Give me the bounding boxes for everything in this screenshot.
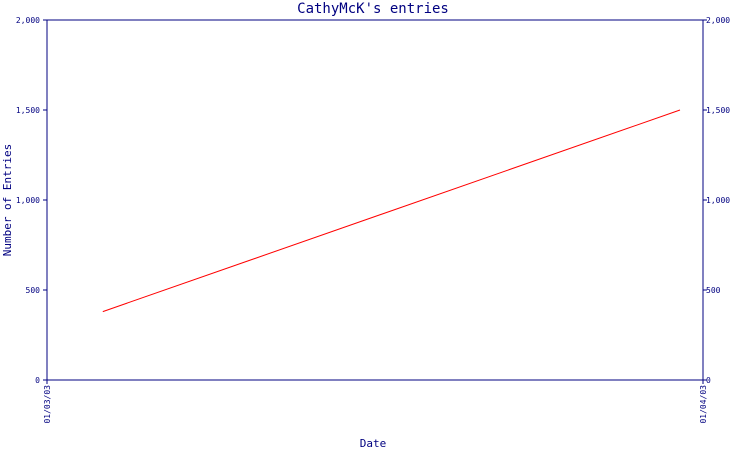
y-tick-label-right: 0	[706, 376, 711, 385]
y-tick-label-left: 500	[26, 286, 41, 295]
chart-title: CathyMcK's entries	[297, 1, 449, 17]
x-axis-ticks: 01/03/03 01/04/03	[43, 380, 708, 424]
x-axis-label: Date	[360, 437, 387, 450]
left-y-axis-ticks: 0 500 1,000 1,500 2,000	[16, 16, 47, 385]
y-tick-label-right: 500	[706, 286, 721, 295]
y-tick-label-left: 1,500	[16, 106, 40, 115]
y-tick-label-left: 0	[35, 376, 40, 385]
y-tick-label-left: 1,000	[16, 196, 40, 205]
y-tick-label-left: 2,000	[16, 16, 40, 25]
x-tick-label: 01/03/03	[43, 385, 52, 424]
y-tick-label-right: 2,000	[706, 16, 730, 25]
y-tick-label-right: 1,000	[706, 196, 730, 205]
y-tick-label-right: 1,500	[706, 106, 730, 115]
right-y-axis-ticks: 0 500 1,000 1,500 2,000	[703, 16, 730, 385]
y-axis-label: Number of Entries	[1, 144, 14, 257]
series-line	[102, 109, 681, 313]
x-tick-label: 01/04/03	[699, 385, 708, 424]
series-layer	[102, 109, 681, 313]
plot-frame	[46, 19, 704, 381]
